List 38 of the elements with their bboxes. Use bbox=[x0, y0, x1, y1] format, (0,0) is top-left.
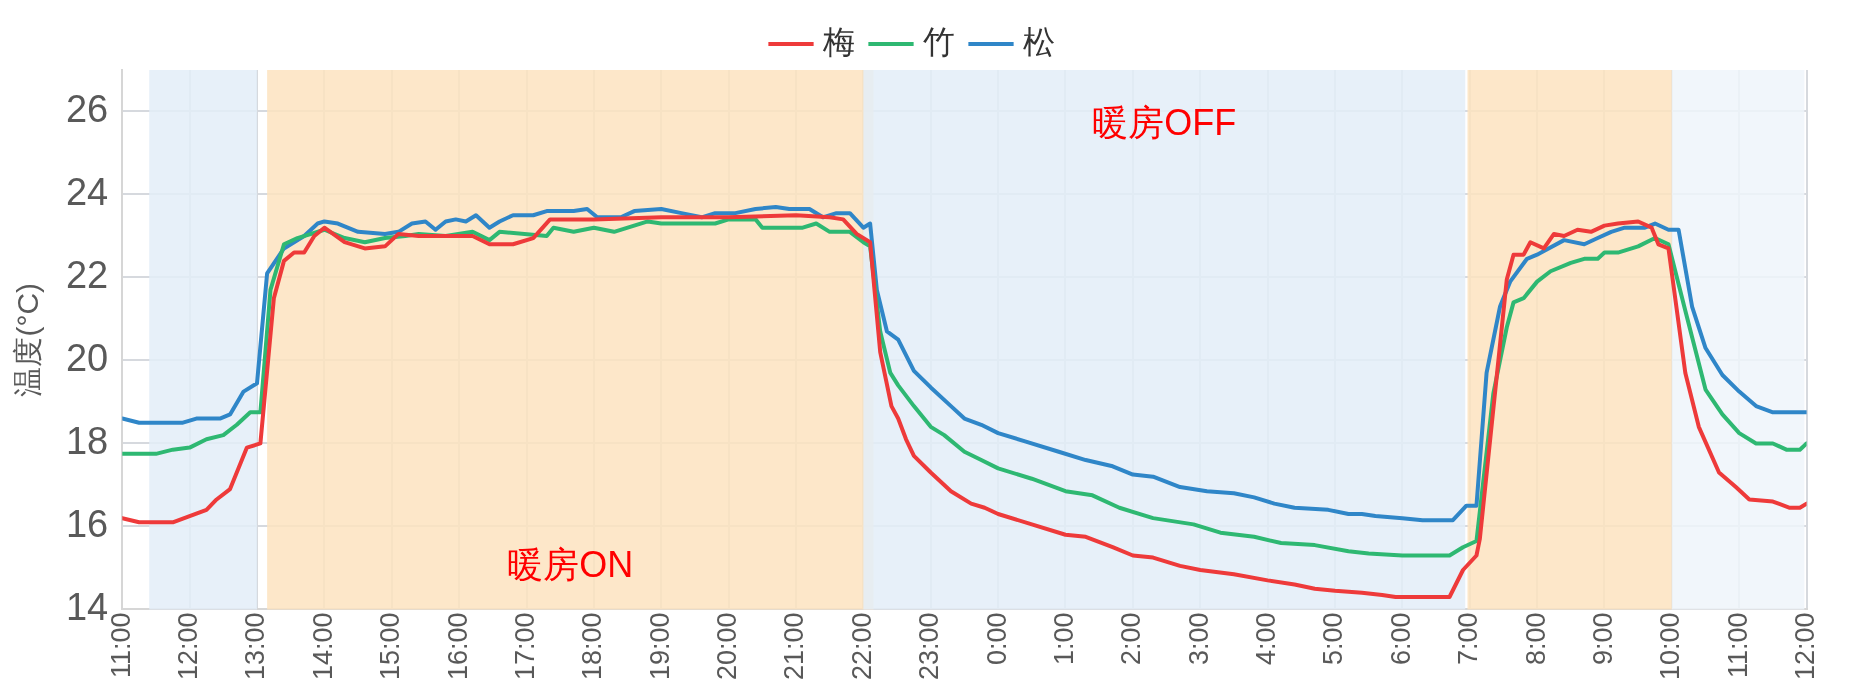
x-tick-label: 11:00 bbox=[1722, 612, 1753, 678]
x-tick-label: 2:00 bbox=[1116, 612, 1147, 665]
x-tick-label: 16:00 bbox=[442, 612, 473, 681]
x-tick-label: 17:00 bbox=[509, 612, 540, 681]
band-label: 暖房OFF bbox=[1092, 101, 1237, 143]
x-tick-label: 19:00 bbox=[644, 612, 675, 681]
x-tick-label: 5:00 bbox=[1318, 612, 1349, 665]
x-tick-label: 20:00 bbox=[712, 612, 743, 681]
x-tick-label: 14:00 bbox=[307, 612, 338, 681]
y-tick-label: 26 bbox=[65, 87, 109, 130]
x-tick-label: 1:00 bbox=[1048, 612, 1079, 665]
legend-label: 竹 bbox=[923, 23, 955, 60]
x-tick-label: 0:00 bbox=[981, 612, 1012, 665]
y-tick-label: 24 bbox=[65, 170, 109, 213]
x-tick-label: 4:00 bbox=[1251, 612, 1282, 665]
band-label: 暖房ON bbox=[507, 544, 634, 586]
x-tick-label: 13:00 bbox=[240, 612, 271, 681]
x-tick-label: 15:00 bbox=[375, 612, 406, 681]
x-tick-label: 23:00 bbox=[914, 612, 945, 681]
x-tick-label: 18:00 bbox=[577, 612, 608, 681]
x-tick-label: 6:00 bbox=[1385, 612, 1416, 665]
x-tick-label: 12:00 bbox=[173, 612, 204, 681]
x-tick-label: 22:00 bbox=[846, 612, 877, 681]
x-tick-label: 21:00 bbox=[779, 612, 810, 681]
x-tick-label: 10:00 bbox=[1655, 612, 1686, 681]
y-tick-label: 16 bbox=[65, 502, 109, 545]
legend-label: 松 bbox=[1023, 23, 1055, 60]
y-tick-label: 14 bbox=[65, 585, 109, 628]
y-tick-label: 20 bbox=[65, 336, 109, 379]
x-tick-label: 8:00 bbox=[1520, 612, 1551, 665]
y-tick-label: 22 bbox=[65, 253, 109, 296]
x-tick-label: 12:00 bbox=[1790, 612, 1821, 681]
x-tick-label: 3:00 bbox=[1183, 612, 1214, 665]
legend-label: 梅 bbox=[822, 23, 855, 60]
x-tick-label: 9:00 bbox=[1587, 612, 1618, 665]
y-tick-label: 18 bbox=[65, 419, 109, 462]
x-tick-label: 7:00 bbox=[1453, 612, 1484, 665]
y-axis-title: 温度(°C) bbox=[11, 282, 45, 397]
